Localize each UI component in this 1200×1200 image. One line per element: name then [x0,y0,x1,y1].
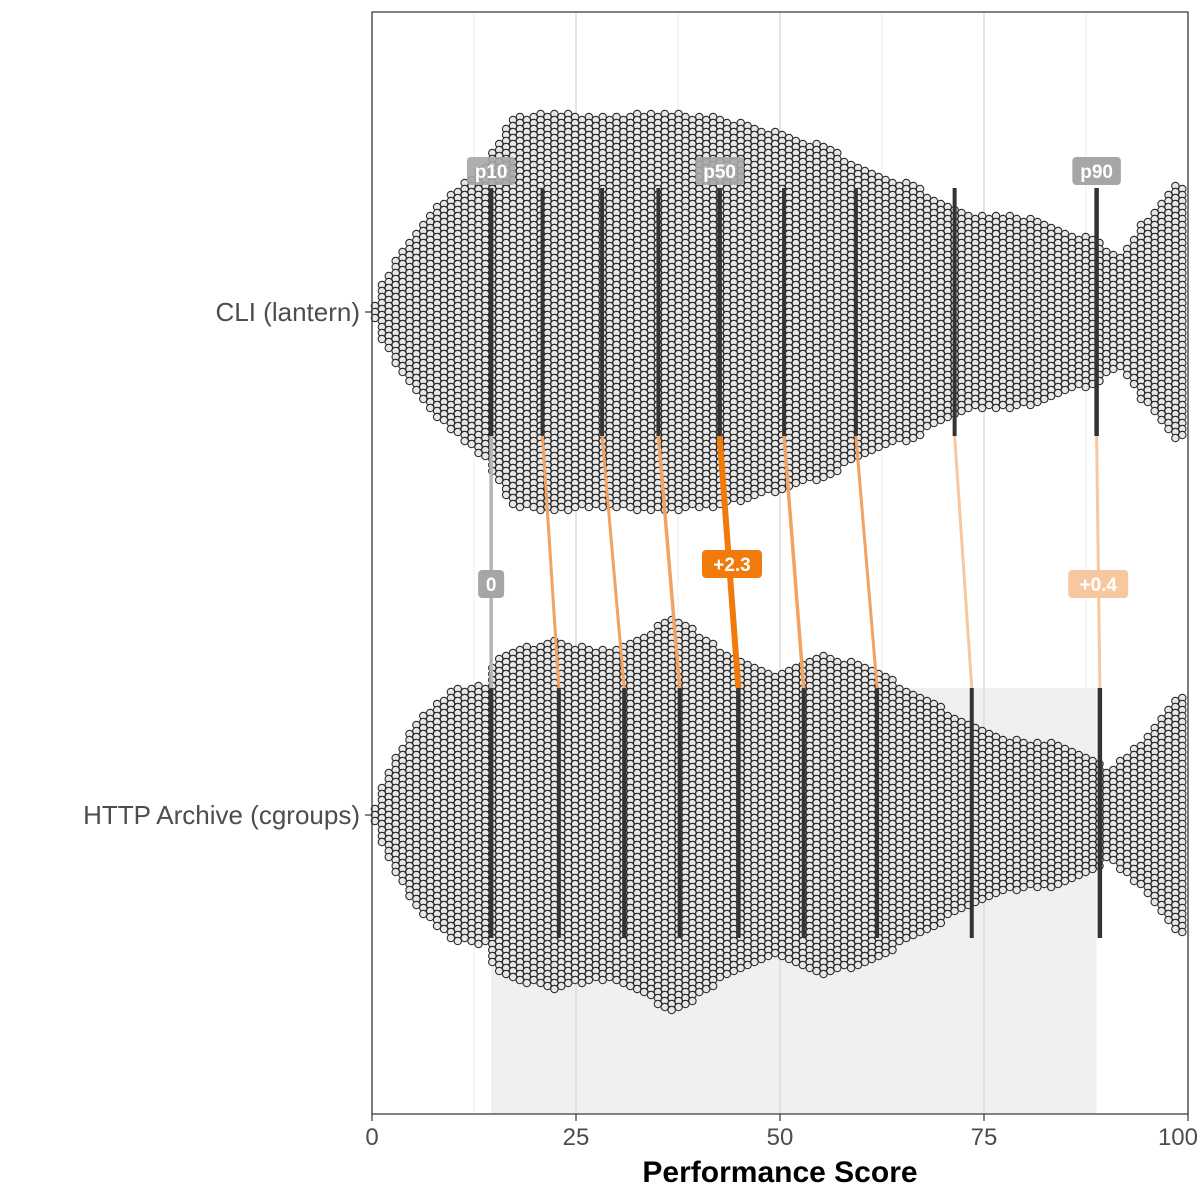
swarm-point [598,502,607,512]
swarm-point [805,472,814,482]
swarm-point [750,490,759,500]
swarm-point [446,424,456,434]
swarm-point [881,439,890,449]
swarm-point [688,499,697,509]
swarm-point [846,454,856,464]
swarm-point [1046,391,1056,401]
swarm-point [1012,400,1021,410]
swarm-point [453,427,463,437]
swarm-point [757,487,766,497]
swarm-point [708,502,718,512]
swarm-point [584,502,594,512]
swarm-point [743,493,752,503]
swarm-point [467,439,476,449]
swarm-point [984,400,994,410]
swarm-point [729,493,739,503]
swarm-point [508,499,518,509]
swarm-point [377,334,387,344]
swarm-point [943,412,952,422]
swarm-point [439,415,449,425]
swarm-point [536,505,545,515]
swarm-point [557,502,566,512]
swarm-point [612,502,621,512]
swarm-point [701,499,711,509]
swarm-point [474,448,483,458]
swarm-point [777,484,787,494]
swarm-point [1040,394,1049,404]
swarm-point [667,502,676,512]
swarm-point [902,436,911,446]
swarm-point [419,394,428,404]
swarm-point [432,412,442,422]
swarm-point [915,430,925,440]
swarm-point [646,505,656,515]
swarm-point [929,418,939,428]
swarm-point [370,313,380,323]
swarm-point [398,367,407,377]
swarm-point [957,406,966,416]
swarm-point [391,358,400,368]
swarm-point [826,469,835,479]
swarm-point [405,376,414,386]
swarm-point [1060,385,1070,395]
swarm-point [888,436,897,446]
swarm-point [908,433,918,443]
swarm-point [971,400,980,410]
swarm-point [1019,397,1028,407]
swarm-point [515,502,525,512]
swarm-point [895,433,904,443]
swarm-point [1053,388,1063,398]
swarm-point [632,505,642,515]
swarm-point [998,400,1008,410]
swarm-point [522,499,532,509]
swarm-point [1026,400,1035,410]
swarm-point [791,478,801,488]
swarm-point [626,502,635,512]
swarm-point [412,385,421,395]
swarm-point [563,505,573,515]
swarm-point [550,505,559,515]
swarm-point [977,403,987,413]
swarm-point [936,415,946,425]
swarm-point [577,499,587,509]
swarm-point [833,466,842,476]
swarm-point [819,472,828,482]
swarm-point [1033,397,1042,407]
swarm-point [1005,403,1015,413]
swarm-point [674,505,683,515]
swarm-point [764,484,773,494]
swarm-point [867,445,877,455]
swarm-point [591,499,601,509]
swarm-point [922,421,932,431]
swarm-point [874,442,883,452]
swarm-point [812,475,821,485]
swarm-point [460,436,469,446]
swarm-point [384,343,394,353]
swarm-point [964,403,973,413]
swarm-point [529,502,538,512]
swarm-point [501,490,511,500]
swarm-point [619,499,628,509]
swarm-point [839,457,849,467]
swarm-point [860,448,870,458]
swarm-point [481,451,490,461]
swarm-point [681,502,690,512]
swarm-point [425,403,435,413]
swarm-point [695,502,704,512]
swarm-point [991,403,1001,413]
swarm-point [653,502,663,512]
swarm-point [770,487,780,497]
swarm-point [798,475,808,485]
swarm-point [639,502,649,512]
swarm-point [494,475,504,485]
swarm-point [736,496,745,506]
swarm-point [570,502,580,512]
